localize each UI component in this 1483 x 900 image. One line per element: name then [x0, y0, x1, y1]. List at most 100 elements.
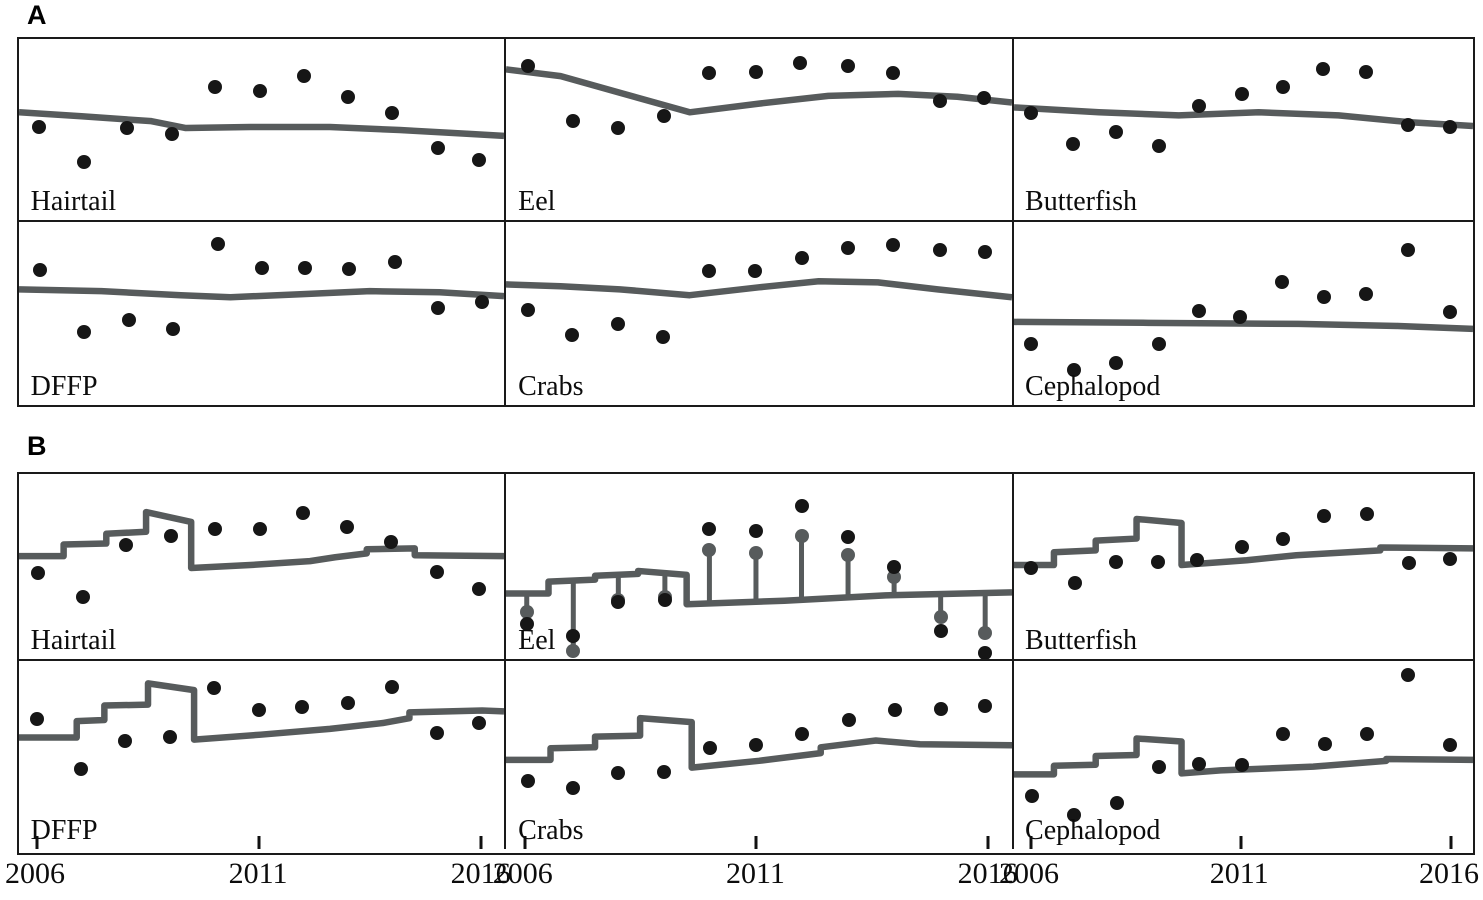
data-point: [933, 701, 948, 716]
data-point: [1276, 531, 1291, 546]
data-point: [384, 534, 399, 549]
panel-b-label: B: [27, 431, 47, 461]
data-point: [1233, 309, 1248, 324]
data-point: [1191, 98, 1206, 113]
subplot-b-hairtail: Hairtail: [19, 474, 506, 661]
x-axis-tick: [754, 836, 758, 849]
data-point: [118, 734, 133, 749]
data-point: [657, 593, 672, 608]
x-axis-tick-label: 2016: [957, 857, 1018, 890]
data-point: [1276, 726, 1291, 741]
data-point: [252, 521, 267, 536]
data-point: [794, 499, 809, 514]
data-point: [1023, 336, 1038, 351]
data-point: [1108, 356, 1123, 371]
panel-b-plot-area: Hairtail Eel Butterfish DFFP Crabs Cephalopod: [17, 472, 1475, 855]
subplot-a-cephalopod: Cephalopod: [1014, 222, 1473, 405]
subplot-label: Eel: [518, 186, 556, 218]
subplot-label: Butterfish: [1025, 625, 1138, 657]
subplot-a-dffp: DFFP: [19, 222, 506, 405]
x-axis-tick-label: 2011: [726, 857, 785, 890]
subplot-a-butterfish: Butterfish: [1014, 39, 1473, 222]
data-point: [566, 114, 581, 129]
x-axis-tick: [1449, 836, 1453, 849]
data-point: [565, 327, 580, 342]
data-point: [1109, 795, 1124, 810]
data-point: [251, 703, 266, 718]
x-axis-tick-label: 2016: [450, 857, 511, 890]
data-point: [76, 155, 91, 170]
data-point: [888, 702, 903, 717]
data-point: [296, 506, 311, 521]
data-point: [842, 713, 857, 728]
fit-line-svg: [19, 39, 504, 220]
data-point: [339, 519, 354, 534]
data-point: [1234, 540, 1249, 555]
data-point: [932, 242, 947, 257]
data-point: [165, 126, 180, 141]
data-point: [77, 324, 92, 339]
fit-line-svg: [1014, 222, 1473, 405]
data-point: [1066, 808, 1081, 823]
x-axis-tick: [1029, 836, 1033, 849]
fit-line: [19, 683, 504, 739]
data-point: [794, 250, 809, 265]
data-point: [252, 83, 267, 98]
data-point: [32, 263, 47, 278]
data-point: [472, 153, 487, 168]
data-point: [1024, 788, 1039, 803]
spike-tip-point: [978, 626, 993, 641]
data-point: [840, 240, 855, 255]
data-point: [1318, 737, 1333, 752]
data-point: [298, 260, 313, 275]
subplot-a-crabs: Crabs: [506, 222, 1014, 405]
x-axis-tick-label: 2006: [5, 857, 66, 890]
data-point: [340, 695, 355, 710]
subplot-a-eel: Eel: [506, 39, 1014, 222]
data-point: [1234, 757, 1249, 772]
x-axis-tick: [986, 836, 990, 849]
subplot-label: Eel: [518, 625, 556, 657]
fit-line-svg: [506, 222, 1012, 405]
data-point: [1317, 290, 1332, 305]
data-point: [166, 321, 181, 336]
data-point: [1359, 65, 1374, 80]
data-point: [933, 623, 948, 638]
data-point: [255, 260, 270, 275]
data-point: [120, 121, 135, 136]
spike-tip-point: [841, 548, 856, 563]
subplot-b-cephalopod: Cephalopod: [1014, 661, 1473, 849]
spike-tip-point: [794, 528, 809, 543]
fit-line: [1014, 738, 1473, 774]
data-point: [703, 741, 718, 756]
spike-tip-point: [933, 609, 948, 624]
x-axis-tick: [523, 836, 527, 849]
subplot-label: DFFP: [30, 815, 98, 847]
x-axis-label-group: 2006 2011 2016: [493, 857, 1018, 899]
data-point: [932, 93, 947, 108]
subplot-label: Hairtail: [30, 625, 117, 657]
data-point: [748, 65, 763, 80]
data-point: [611, 316, 626, 331]
x-axis-tick: [1239, 836, 1243, 849]
data-point: [887, 560, 902, 575]
data-point: [655, 329, 670, 344]
data-point: [295, 700, 310, 715]
data-point: [520, 774, 535, 789]
fit-line: [1014, 519, 1473, 565]
data-point: [429, 564, 444, 579]
data-point: [75, 590, 90, 605]
x-axis-tick: [35, 836, 39, 849]
data-point: [385, 106, 400, 121]
fit-line-svg: [1014, 474, 1473, 659]
fit-line-svg: [506, 661, 1012, 849]
data-point: [794, 726, 809, 741]
data-point: [210, 236, 225, 251]
data-point: [747, 264, 762, 279]
data-point: [1151, 138, 1166, 153]
x-axis-labels-row: 2006 2011 2016 2006 2011 2016 2006 2011 2016: [5, 857, 1479, 899]
data-point: [1276, 79, 1291, 94]
data-point: [162, 729, 177, 744]
data-point: [119, 538, 134, 553]
